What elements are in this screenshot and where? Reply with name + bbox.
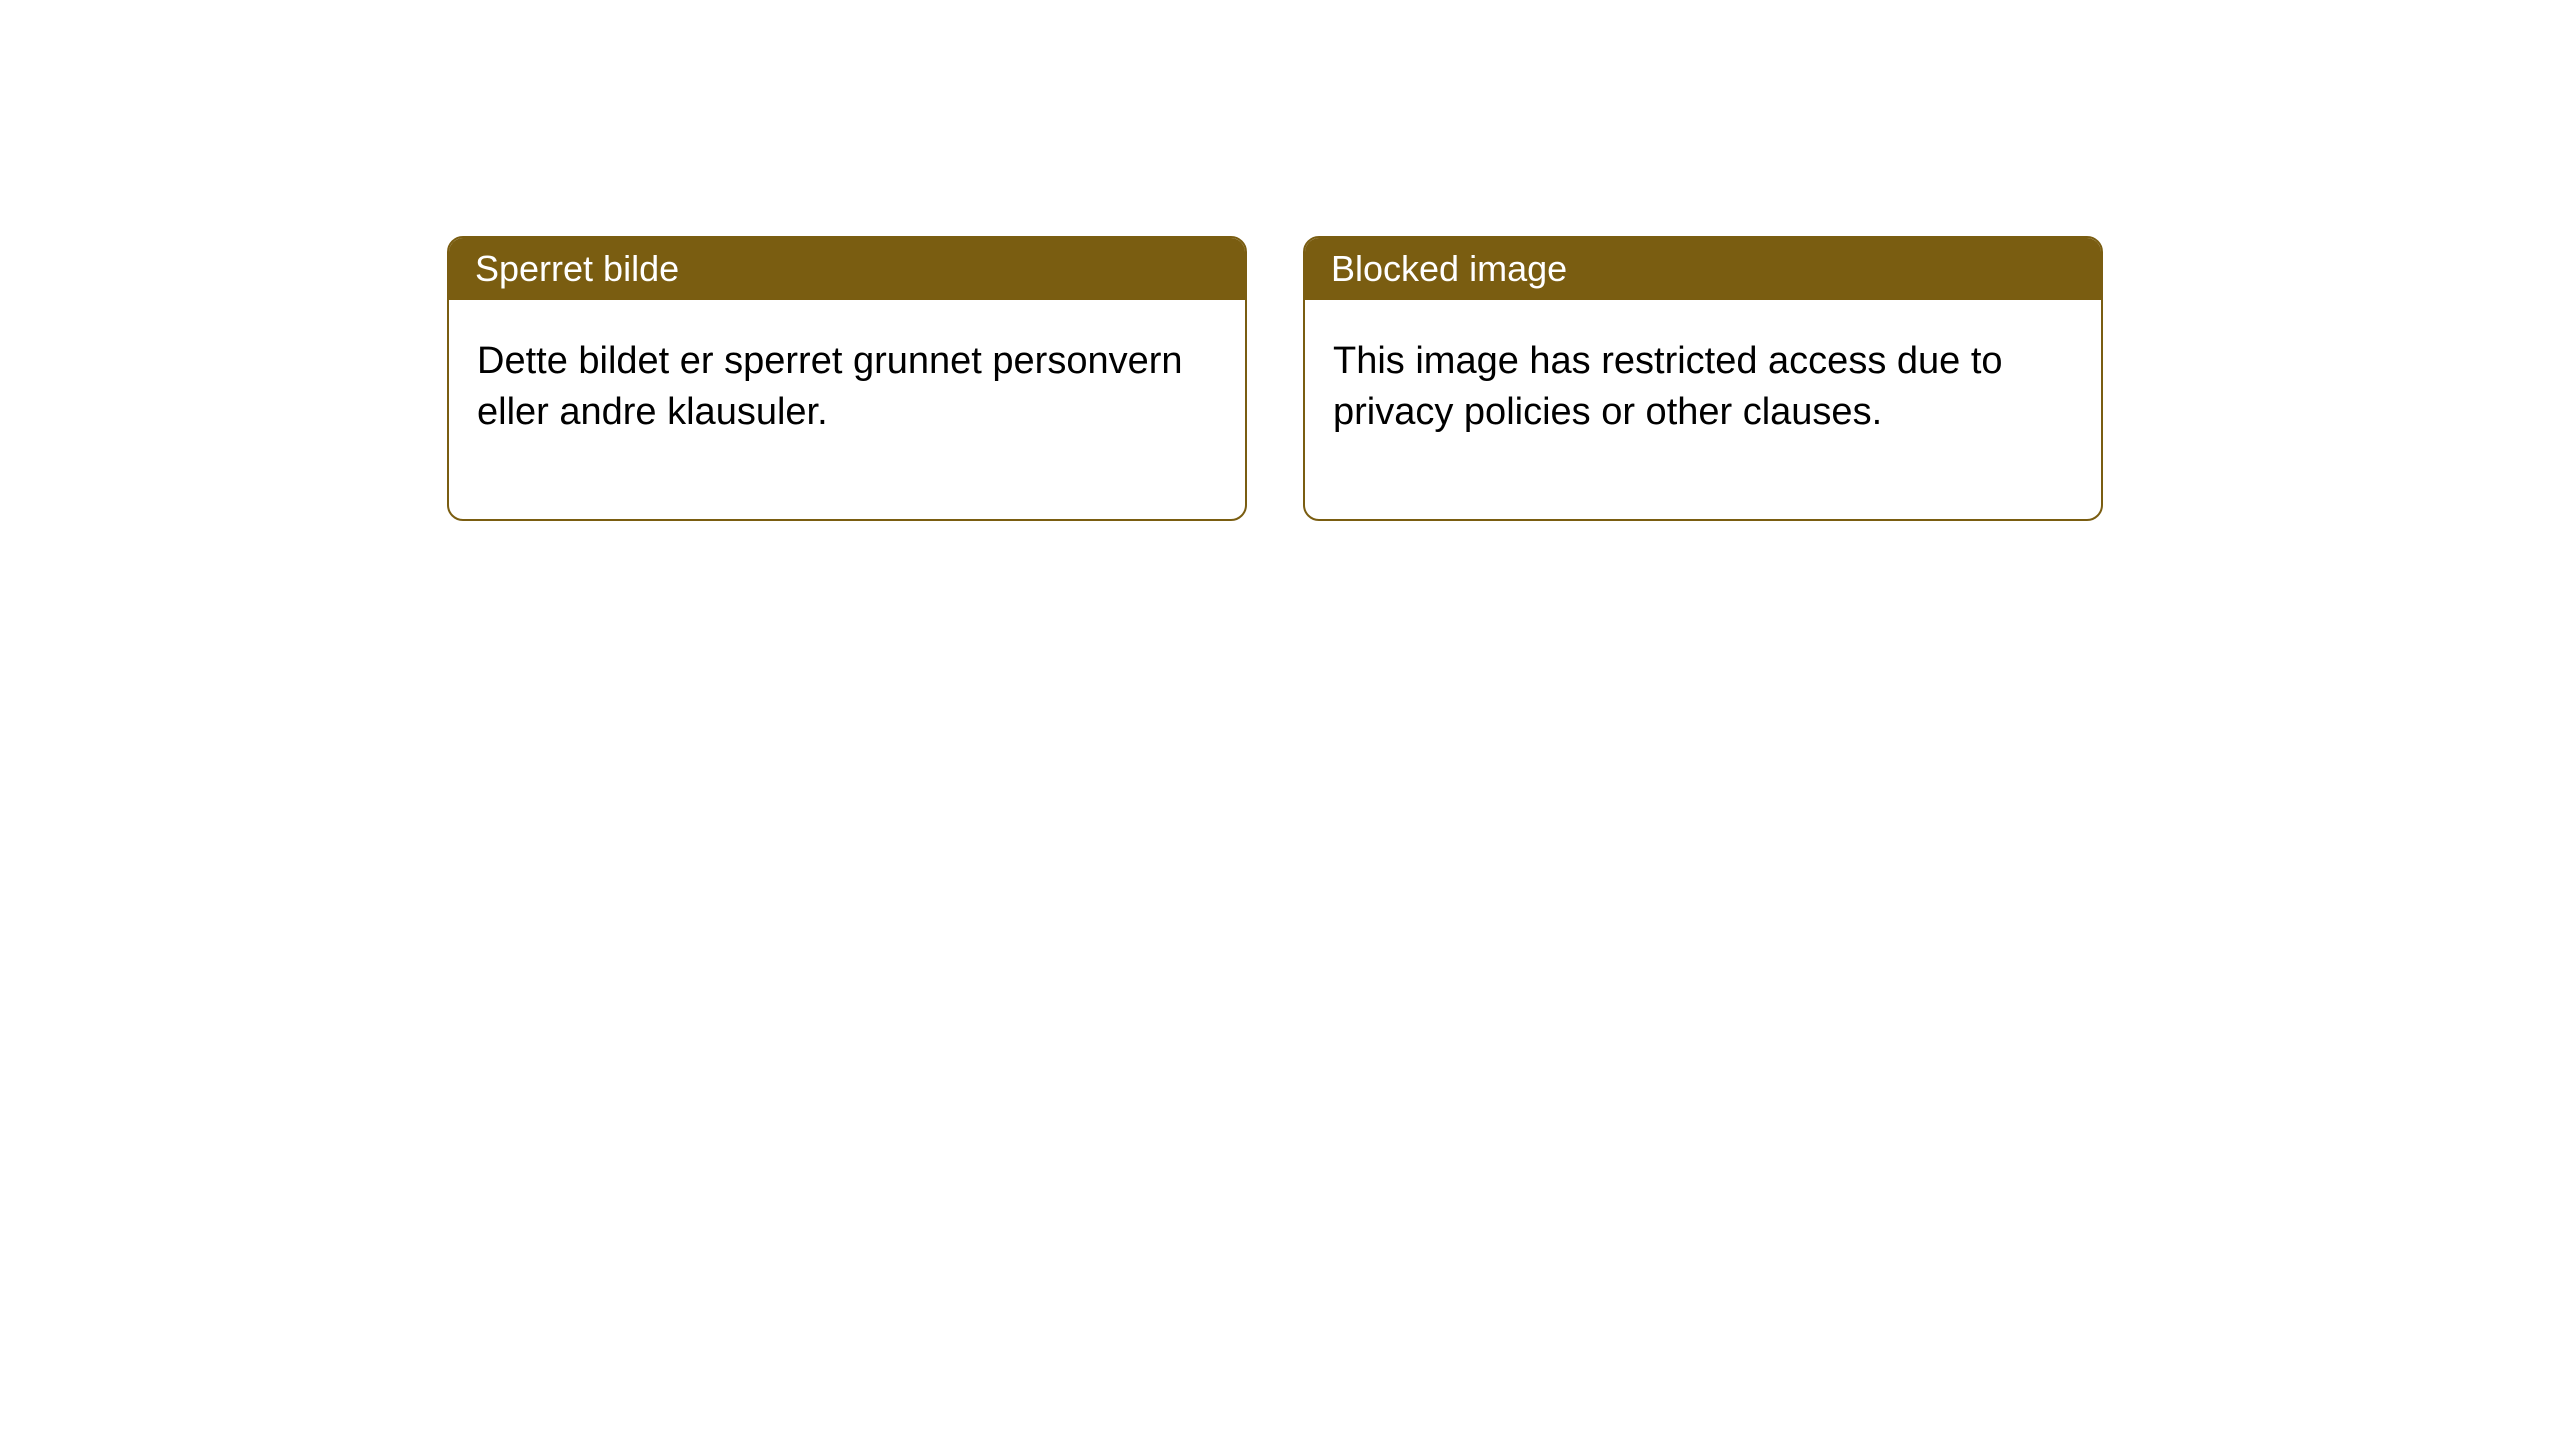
notice-card-english: Blocked image This image has restricted … xyxy=(1303,236,2103,521)
notice-body-english: This image has restricted access due to … xyxy=(1305,300,2101,519)
notice-header-english: Blocked image xyxy=(1305,238,2101,300)
notice-body-norwegian: Dette bildet er sperret grunnet personve… xyxy=(449,300,1245,519)
notice-header-norwegian: Sperret bilde xyxy=(449,238,1245,300)
notice-container: Sperret bilde Dette bildet er sperret gr… xyxy=(447,236,2103,521)
notice-card-norwegian: Sperret bilde Dette bildet er sperret gr… xyxy=(447,236,1247,521)
